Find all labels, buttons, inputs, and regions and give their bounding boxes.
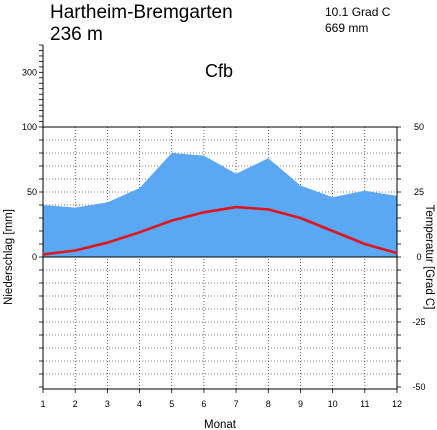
station-elevation: 236 m <box>50 24 103 45</box>
right-tick-label: -25 <box>412 317 425 327</box>
x-tick-label: 5 <box>169 399 174 409</box>
x-tick-label: 4 <box>137 399 142 409</box>
right-axis-label: Temperatur [Grad C] <box>423 205 435 310</box>
x-tick-label: 11 <box>360 399 369 409</box>
x-axis-label: Monat <box>204 419 237 430</box>
climate-class: Cfb <box>205 61 233 81</box>
left-tick-label: 0 <box>32 252 37 262</box>
x-tick-label: 3 <box>105 399 110 409</box>
axes <box>39 44 401 393</box>
x-tick-label: 6 <box>201 399 206 409</box>
temperature-line-layer <box>42 205 398 256</box>
precipitation-area <box>43 153 397 257</box>
x-tick-label: 7 <box>234 399 239 409</box>
x-tick-label: 10 <box>328 399 338 409</box>
x-tick-label: 12 <box>392 399 402 409</box>
x-tick-label: 9 <box>298 399 303 409</box>
x-tick-label: 1 <box>40 399 45 409</box>
left-tick-label: 300 <box>22 67 37 77</box>
precipitation-area-layer <box>42 152 398 257</box>
left-axis-label: Niederschlag [mm] <box>3 209 15 305</box>
station-name: Hartheim-Bremgarten <box>50 2 233 23</box>
right-tick-label: 25 <box>414 187 424 197</box>
right-tick-label: -50 <box>412 382 425 392</box>
left-tick-label: 50 <box>27 187 37 197</box>
right-tick-label: 50 <box>414 122 424 132</box>
left-tick-label: 100 <box>22 122 37 132</box>
x-tick-label: 2 <box>73 399 78 409</box>
temperature-line <box>42 205 398 256</box>
right-tick-label: 0 <box>416 252 421 262</box>
mean-temperature: 10.1 Grad C <box>325 5 391 19</box>
annual-precipitation: 669 mm <box>325 21 368 35</box>
x-tick-label: 8 <box>266 399 271 409</box>
